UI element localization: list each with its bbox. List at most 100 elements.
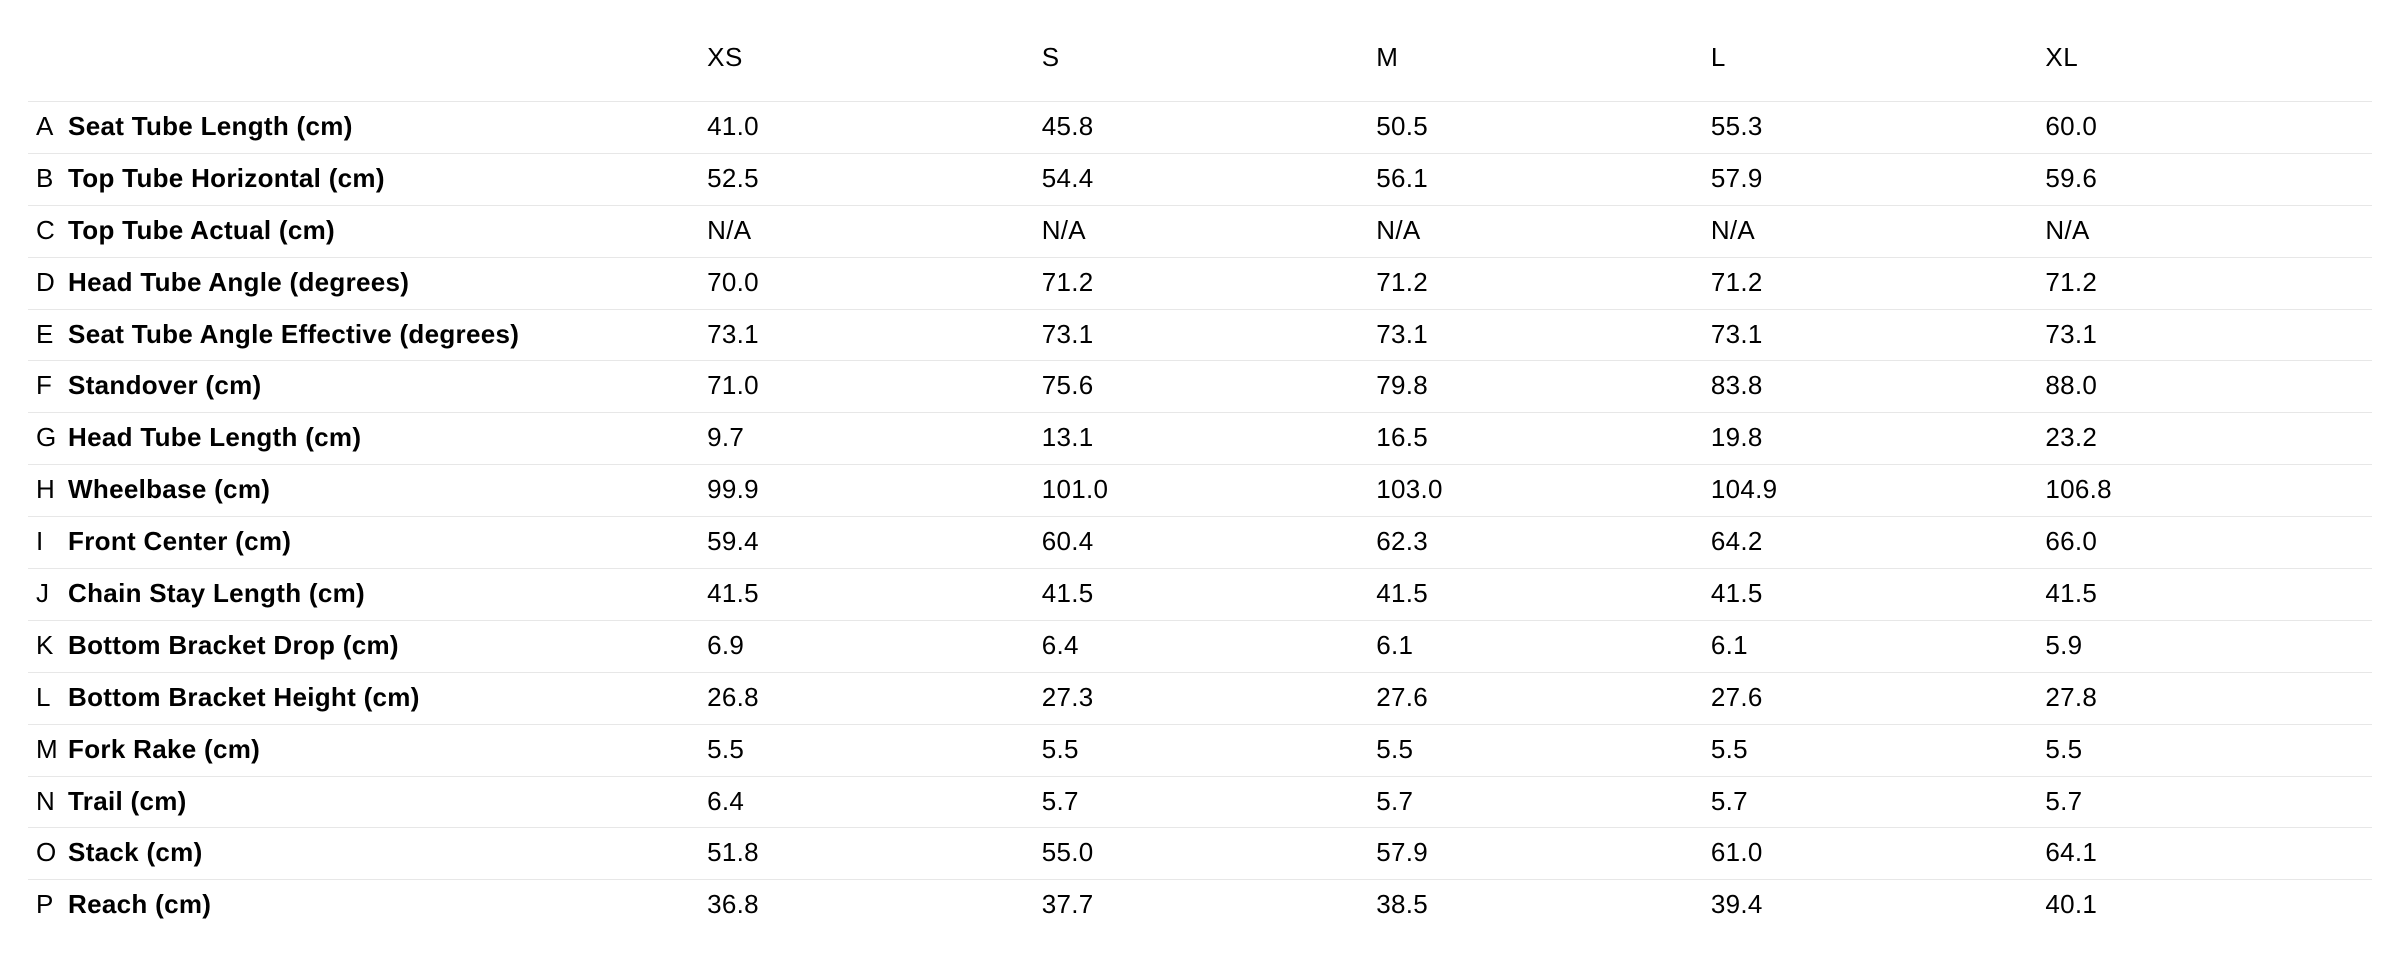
row-label: Head Tube Angle (degrees): [62, 257, 699, 309]
row-value: 41.5: [2037, 569, 2372, 621]
row-value: 54.4: [1034, 153, 1369, 205]
row-letter: H: [28, 465, 62, 517]
row-value: 79.8: [1368, 361, 1703, 413]
row-value: 71.2: [1034, 257, 1369, 309]
row-label: Head Tube Length (cm): [62, 413, 699, 465]
row-letter: B: [28, 153, 62, 205]
row-letter: K: [28, 620, 62, 672]
row-value: 27.6: [1368, 672, 1703, 724]
row-label: Bottom Bracket Height (cm): [62, 672, 699, 724]
row-value: 51.8: [699, 828, 1034, 880]
header-size-xl: XL: [2037, 36, 2372, 102]
row-value: 57.9: [1703, 153, 2038, 205]
row-value: 57.9: [1368, 828, 1703, 880]
row-value: 5.7: [1034, 776, 1369, 828]
header-size-xs: XS: [699, 36, 1034, 102]
row-value: 5.7: [1368, 776, 1703, 828]
row-letter: A: [28, 102, 62, 154]
row-value: 6.4: [699, 776, 1034, 828]
row-value: 5.7: [2037, 776, 2372, 828]
row-value: 27.8: [2037, 672, 2372, 724]
row-value: 73.1: [699, 309, 1034, 361]
row-value: 83.8: [1703, 361, 2038, 413]
row-label: Seat Tube Angle Effective (degrees): [62, 309, 699, 361]
row-letter: F: [28, 361, 62, 413]
row-value: 64.2: [1703, 517, 2038, 569]
row-value: 55.3: [1703, 102, 2038, 154]
header-blank-label: [62, 36, 699, 102]
table-row: GHead Tube Length (cm)9.713.116.519.823.…: [28, 413, 2372, 465]
row-label: Standover (cm): [62, 361, 699, 413]
row-value: 26.8: [699, 672, 1034, 724]
row-label: Top Tube Actual (cm): [62, 205, 699, 257]
row-value: 106.8: [2037, 465, 2372, 517]
row-value: 59.4: [699, 517, 1034, 569]
row-letter: M: [28, 724, 62, 776]
row-label: Front Center (cm): [62, 517, 699, 569]
row-value: 36.8: [699, 880, 1034, 931]
geometry-table-container: XS S M L XL ASeat Tube Length (cm)41.045…: [0, 0, 2400, 955]
table-header: XS S M L XL: [28, 36, 2372, 102]
table-row: BTop Tube Horizontal (cm)52.554.456.157.…: [28, 153, 2372, 205]
row-value: N/A: [2037, 205, 2372, 257]
row-value: 5.5: [1034, 724, 1369, 776]
row-value: 88.0: [2037, 361, 2372, 413]
row-value: 6.4: [1034, 620, 1369, 672]
row-value: 27.3: [1034, 672, 1369, 724]
table-row: IFront Center (cm)59.460.462.364.266.0: [28, 517, 2372, 569]
row-value: 5.7: [1703, 776, 2038, 828]
row-value: 38.5: [1368, 880, 1703, 931]
row-value: 23.2: [2037, 413, 2372, 465]
row-label: Trail (cm): [62, 776, 699, 828]
row-value: 16.5: [1368, 413, 1703, 465]
row-value: 5.5: [1368, 724, 1703, 776]
row-value: 40.1: [2037, 880, 2372, 931]
row-value: N/A: [1368, 205, 1703, 257]
row-value: 41.0: [699, 102, 1034, 154]
row-label: Chain Stay Length (cm): [62, 569, 699, 621]
row-value: 41.5: [699, 569, 1034, 621]
table-row: CTop Tube Actual (cm)N/AN/AN/AN/AN/A: [28, 205, 2372, 257]
row-value: 6.1: [1368, 620, 1703, 672]
row-letter: P: [28, 880, 62, 931]
row-value: 19.8: [1703, 413, 2038, 465]
table-row: MFork Rake (cm)5.55.55.55.55.5: [28, 724, 2372, 776]
row-letter: L: [28, 672, 62, 724]
row-value: 75.6: [1034, 361, 1369, 413]
row-value: 60.0: [2037, 102, 2372, 154]
header-size-s: S: [1034, 36, 1369, 102]
row-letter: I: [28, 517, 62, 569]
row-value: 41.5: [1368, 569, 1703, 621]
row-value: 71.2: [2037, 257, 2372, 309]
row-value: 9.7: [699, 413, 1034, 465]
row-label: Stack (cm): [62, 828, 699, 880]
row-label: Seat Tube Length (cm): [62, 102, 699, 154]
header-row: XS S M L XL: [28, 36, 2372, 102]
row-label: Top Tube Horizontal (cm): [62, 153, 699, 205]
row-label: Reach (cm): [62, 880, 699, 931]
row-letter: O: [28, 828, 62, 880]
row-value: 45.8: [1034, 102, 1369, 154]
row-value: 71.0: [699, 361, 1034, 413]
row-value: 55.0: [1034, 828, 1369, 880]
header-size-l: L: [1703, 36, 2038, 102]
row-letter: D: [28, 257, 62, 309]
row-value: 71.2: [1368, 257, 1703, 309]
row-value: 59.6: [2037, 153, 2372, 205]
row-value: 37.7: [1034, 880, 1369, 931]
row-value: N/A: [1703, 205, 2038, 257]
row-value: 5.5: [2037, 724, 2372, 776]
table-row: JChain Stay Length (cm)41.541.541.541.54…: [28, 569, 2372, 621]
table-row: KBottom Bracket Drop (cm)6.96.46.16.15.9: [28, 620, 2372, 672]
row-value: 5.5: [1703, 724, 2038, 776]
table-body: ASeat Tube Length (cm)41.045.850.555.360…: [28, 102, 2372, 932]
row-label: Wheelbase (cm): [62, 465, 699, 517]
row-value: 6.1: [1703, 620, 2038, 672]
row-value: 104.9: [1703, 465, 2038, 517]
row-letter: E: [28, 309, 62, 361]
header-size-m: M: [1368, 36, 1703, 102]
row-value: 56.1: [1368, 153, 1703, 205]
row-letter: G: [28, 413, 62, 465]
row-value: 64.1: [2037, 828, 2372, 880]
table-row: DHead Tube Angle (degrees)70.071.271.271…: [28, 257, 2372, 309]
